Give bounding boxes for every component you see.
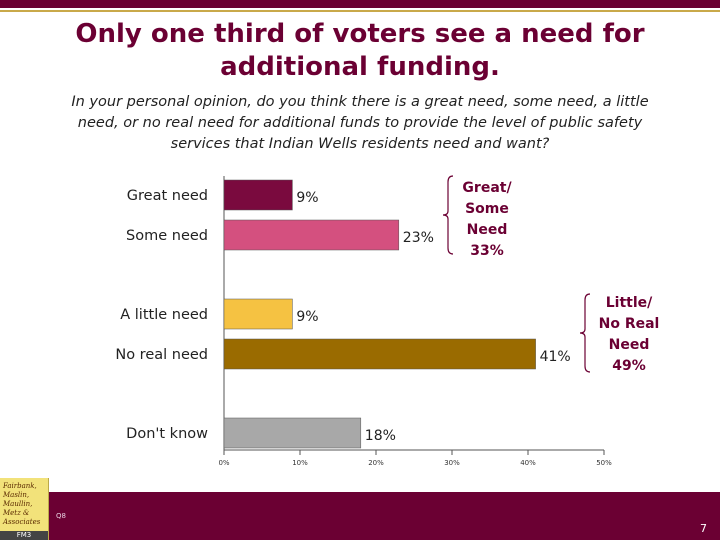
annotation-line: 33% (470, 243, 504, 259)
value-label: 9% (296, 309, 318, 325)
category-label: Some need (126, 228, 208, 244)
logo-line: Maullin, (3, 500, 33, 508)
annotation-line: Little/ (606, 295, 653, 311)
bar (223, 179, 293, 211)
bar (223, 338, 536, 370)
x-tick-label: 0% (218, 459, 229, 467)
top-accent-line (0, 10, 720, 12)
question-number: Q8 (56, 512, 66, 520)
annotation-line: Need (467, 222, 508, 238)
value-label: 41% (540, 349, 571, 365)
x-tick-label: 40% (520, 459, 536, 467)
bar (223, 417, 362, 449)
category-label: No real need (115, 347, 208, 363)
logo-text: Fairbank, Maslin, Maullin, Metz & Associates (3, 482, 47, 527)
category-label: Great need (127, 188, 208, 204)
annotation-line: 49% (612, 358, 646, 374)
logo-line: Associates (3, 518, 41, 526)
annotation-line: Great/ (462, 180, 512, 196)
value-label: 18% (365, 428, 396, 444)
logo-line: Maslin, (3, 491, 30, 499)
page-number: 7 (700, 522, 707, 535)
logo-line: Fairbank, (3, 482, 37, 490)
logo-line: Metz & (3, 509, 30, 517)
bar-chart: 0% 10% 20% 30% 40% 50% Great need 9% Some need 23… (115, 175, 660, 467)
bar (223, 298, 293, 330)
slide-title: Only one third of voters see a need for … (75, 19, 645, 82)
top-band (0, 0, 720, 8)
x-tick-label: 50% (596, 459, 612, 467)
annotation-line: Some (465, 201, 509, 217)
survey-question: In your personal opinion, do you think t… (71, 94, 649, 152)
category-label: Don't know (126, 426, 208, 442)
logo-badge: FM3 (0, 531, 48, 540)
value-label: 23% (403, 230, 434, 246)
annotation-line: No Real (599, 316, 660, 332)
value-label: 9% (296, 190, 318, 206)
bar (223, 219, 400, 251)
x-tick-label: 10% (292, 459, 308, 467)
fm3-logo: Fairbank, Maslin, Maullin, Metz & Associates… (0, 478, 49, 540)
footer-band (0, 492, 720, 540)
x-tick-label: 20% (368, 459, 384, 467)
category-label: A little need (120, 307, 208, 323)
x-tick-label: 30% (444, 459, 460, 467)
bracket-icon (579, 293, 591, 373)
annotation-line: Need (609, 337, 650, 353)
bracket-icon (442, 175, 454, 255)
